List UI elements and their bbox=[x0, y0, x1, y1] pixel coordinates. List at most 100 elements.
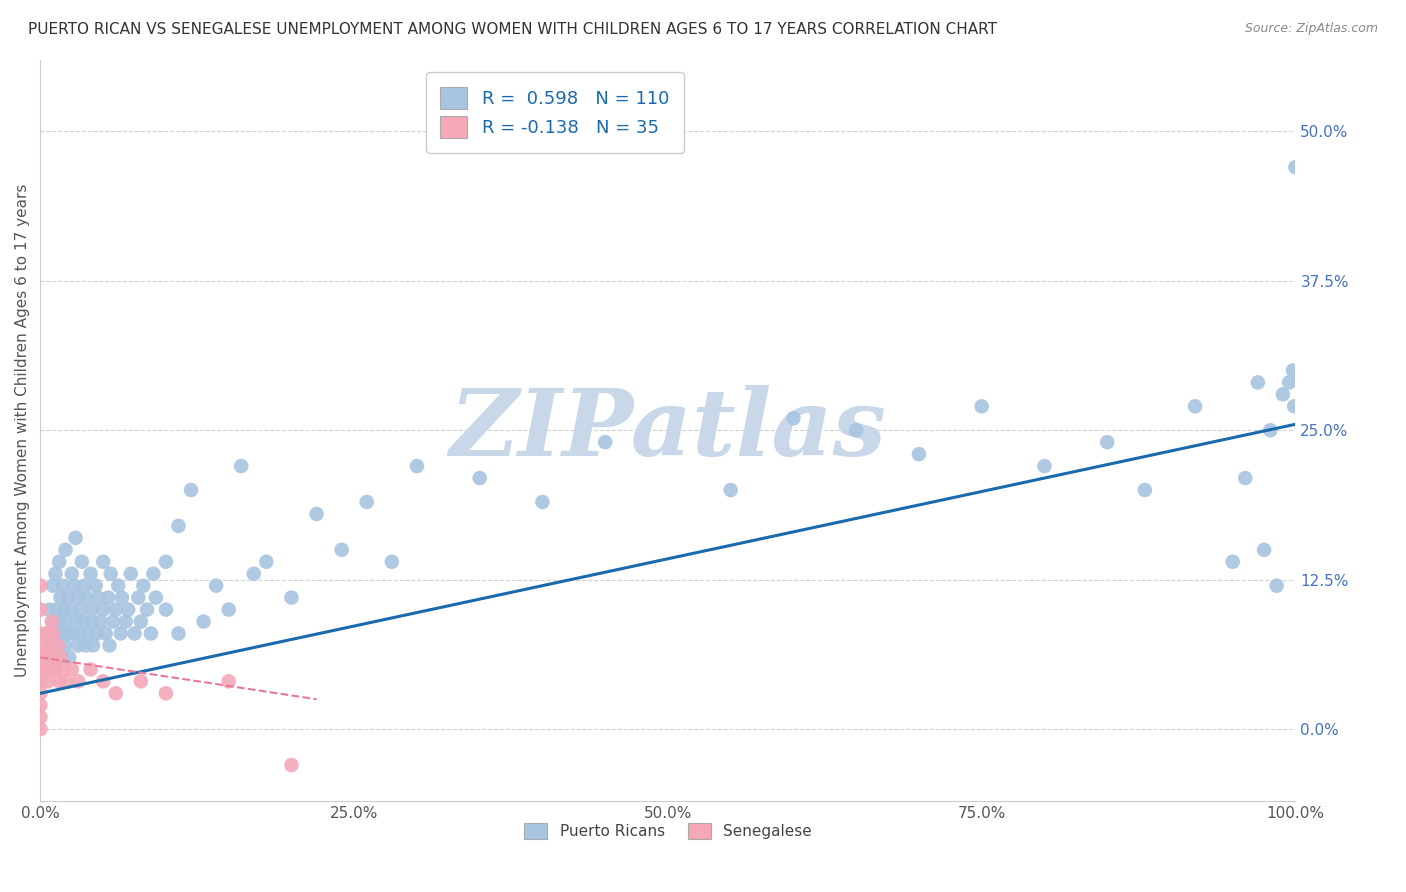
Point bbox=[38, 602, 60, 616]
Point bbox=[139, 626, 162, 640]
Point bbox=[46, 639, 69, 653]
Point bbox=[155, 686, 177, 700]
Point bbox=[55, 542, 77, 557]
Point bbox=[1282, 363, 1305, 377]
Point bbox=[58, 650, 80, 665]
Point bbox=[1253, 542, 1275, 557]
Point bbox=[67, 639, 90, 653]
Point bbox=[94, 626, 117, 640]
Point bbox=[155, 555, 177, 569]
Point bbox=[845, 423, 868, 437]
Point bbox=[39, 662, 62, 676]
Point bbox=[41, 615, 63, 629]
Point bbox=[84, 579, 107, 593]
Point bbox=[70, 555, 93, 569]
Point bbox=[132, 579, 155, 593]
Point bbox=[136, 602, 159, 616]
Point bbox=[32, 639, 55, 653]
Point bbox=[30, 710, 52, 724]
Point bbox=[55, 674, 77, 689]
Point bbox=[73, 579, 96, 593]
Point bbox=[60, 566, 83, 581]
Point bbox=[468, 471, 491, 485]
Point bbox=[1133, 483, 1156, 497]
Point bbox=[91, 555, 114, 569]
Point bbox=[59, 602, 82, 616]
Point bbox=[30, 579, 52, 593]
Point bbox=[280, 758, 302, 772]
Point bbox=[1184, 400, 1206, 414]
Point bbox=[44, 566, 66, 581]
Point bbox=[1282, 400, 1305, 414]
Point bbox=[48, 615, 70, 629]
Point bbox=[356, 495, 378, 509]
Point bbox=[56, 591, 79, 605]
Text: PUERTO RICAN VS SENEGALESE UNEMPLOYMENT AMONG WOMEN WITH CHILDREN AGES 6 TO 17 Y: PUERTO RICAN VS SENEGALESE UNEMPLOYMENT … bbox=[28, 22, 997, 37]
Point bbox=[124, 626, 146, 640]
Point bbox=[104, 602, 127, 616]
Point bbox=[1247, 376, 1270, 390]
Point bbox=[1265, 579, 1288, 593]
Point bbox=[86, 626, 108, 640]
Point bbox=[30, 722, 52, 736]
Point bbox=[35, 662, 58, 676]
Point bbox=[30, 650, 52, 665]
Point bbox=[91, 674, 114, 689]
Point bbox=[120, 566, 142, 581]
Point bbox=[155, 602, 177, 616]
Point bbox=[1033, 459, 1056, 474]
Point bbox=[180, 483, 202, 497]
Point bbox=[80, 602, 103, 616]
Point bbox=[77, 626, 100, 640]
Point bbox=[381, 555, 404, 569]
Point bbox=[117, 602, 139, 616]
Point bbox=[63, 579, 86, 593]
Point bbox=[62, 626, 84, 640]
Point bbox=[280, 591, 302, 605]
Point bbox=[30, 662, 52, 676]
Point bbox=[593, 435, 616, 450]
Point bbox=[107, 579, 129, 593]
Point bbox=[67, 626, 90, 640]
Point bbox=[531, 495, 554, 509]
Point bbox=[60, 662, 83, 676]
Point bbox=[218, 674, 240, 689]
Point bbox=[45, 602, 67, 616]
Point bbox=[90, 615, 112, 629]
Point bbox=[52, 662, 75, 676]
Point bbox=[142, 566, 165, 581]
Point bbox=[48, 639, 70, 653]
Point bbox=[30, 626, 52, 640]
Point bbox=[110, 626, 132, 640]
Point bbox=[55, 639, 77, 653]
Point bbox=[65, 615, 87, 629]
Point bbox=[69, 602, 91, 616]
Point bbox=[782, 411, 804, 425]
Point bbox=[1271, 387, 1294, 401]
Point bbox=[55, 615, 77, 629]
Point bbox=[49, 650, 72, 665]
Point bbox=[67, 591, 90, 605]
Point bbox=[37, 674, 59, 689]
Point bbox=[30, 698, 52, 713]
Point bbox=[305, 507, 328, 521]
Point bbox=[72, 615, 94, 629]
Point bbox=[970, 400, 993, 414]
Point bbox=[406, 459, 429, 474]
Point bbox=[242, 566, 264, 581]
Legend: Puerto Ricans, Senegalese: Puerto Ricans, Senegalese bbox=[519, 817, 817, 845]
Point bbox=[82, 639, 104, 653]
Point bbox=[104, 686, 127, 700]
Point bbox=[127, 591, 149, 605]
Point bbox=[103, 615, 125, 629]
Point bbox=[48, 674, 70, 689]
Point bbox=[98, 639, 121, 653]
Point bbox=[32, 662, 55, 676]
Point bbox=[52, 626, 75, 640]
Point bbox=[30, 602, 52, 616]
Point bbox=[145, 591, 167, 605]
Point bbox=[1278, 376, 1301, 390]
Point bbox=[42, 650, 65, 665]
Point bbox=[111, 591, 134, 605]
Point bbox=[48, 555, 70, 569]
